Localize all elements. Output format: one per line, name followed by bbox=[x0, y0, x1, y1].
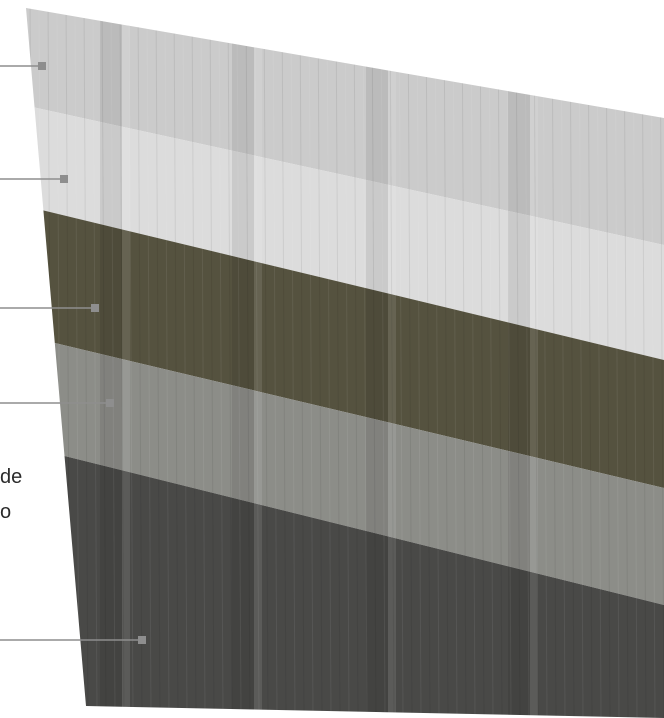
texture-line bbox=[317, 8, 323, 718]
grey-layer bbox=[26, 330, 664, 605]
callout-marker-olive-layer bbox=[91, 304, 99, 312]
callouts bbox=[0, 62, 146, 644]
texture-line bbox=[425, 8, 431, 718]
texture-line bbox=[146, 8, 152, 718]
texture-line bbox=[569, 8, 575, 718]
texture-line bbox=[137, 8, 143, 718]
caption-fragment: de bbox=[0, 466, 23, 488]
corrugation-ribs bbox=[100, 8, 538, 718]
callout-marker-base-layer bbox=[138, 636, 146, 644]
texture-line bbox=[416, 8, 422, 718]
panel-rib bbox=[100, 8, 122, 718]
second-light-layer bbox=[26, 100, 664, 360]
texture-line bbox=[506, 8, 512, 718]
texture-line bbox=[164, 8, 170, 718]
texture-line bbox=[272, 8, 278, 718]
texture-line bbox=[290, 8, 296, 718]
texture-line bbox=[83, 8, 89, 718]
texture-line bbox=[119, 8, 125, 718]
texture-line bbox=[281, 8, 287, 718]
texture-line bbox=[443, 8, 449, 718]
texture-line bbox=[299, 8, 305, 718]
texture-line bbox=[488, 8, 494, 718]
texture-line bbox=[92, 8, 98, 718]
dark-base-layer bbox=[26, 440, 664, 718]
callout-marker-grey-layer bbox=[106, 399, 114, 407]
texture-line bbox=[254, 8, 260, 718]
texture-line bbox=[551, 8, 557, 718]
texture-line bbox=[452, 8, 458, 718]
texture-line bbox=[596, 8, 602, 718]
texture-line bbox=[371, 8, 377, 718]
texture-line bbox=[614, 8, 620, 718]
texture-line bbox=[362, 8, 368, 718]
texture-line bbox=[227, 8, 233, 718]
callout-marker-top-layer bbox=[38, 62, 46, 70]
texture-line bbox=[236, 8, 242, 718]
texture-line bbox=[191, 8, 197, 718]
texture-line bbox=[335, 8, 341, 718]
panel-rib bbox=[122, 8, 130, 718]
texture-line bbox=[515, 8, 521, 718]
texture-line bbox=[587, 8, 593, 718]
texture-line bbox=[353, 8, 359, 718]
texture-line bbox=[578, 8, 584, 718]
texture-line bbox=[479, 8, 485, 718]
texture-line bbox=[434, 8, 440, 718]
texture-line bbox=[380, 8, 386, 718]
texture-line bbox=[650, 8, 656, 718]
texture-line bbox=[209, 8, 215, 718]
texture-line bbox=[155, 8, 161, 718]
texture-line bbox=[245, 8, 251, 718]
panel-rib bbox=[254, 8, 262, 718]
texture-line bbox=[461, 8, 467, 718]
texture-line bbox=[533, 8, 539, 718]
texture-line bbox=[389, 8, 395, 718]
texture-line bbox=[173, 8, 179, 718]
texture-line bbox=[344, 8, 350, 718]
texture-line bbox=[497, 8, 503, 718]
caption-fragment: o bbox=[0, 501, 12, 523]
texture-line bbox=[560, 8, 566, 718]
texture-line bbox=[308, 8, 314, 718]
texture-line bbox=[632, 8, 638, 718]
texture-line bbox=[101, 8, 107, 718]
texture-line bbox=[29, 8, 35, 718]
texture-line bbox=[623, 8, 629, 718]
texture-line bbox=[74, 8, 80, 718]
panel-rib bbox=[530, 8, 538, 718]
texture-line bbox=[326, 8, 332, 718]
texture-line bbox=[605, 8, 611, 718]
texture-line bbox=[542, 8, 548, 718]
texture-line bbox=[407, 8, 413, 718]
texture-line bbox=[470, 8, 476, 718]
panel-rib bbox=[508, 8, 530, 718]
texture-line bbox=[398, 8, 404, 718]
texture-line bbox=[524, 8, 530, 718]
texture-line bbox=[218, 8, 224, 718]
dark-olive-layer bbox=[26, 200, 664, 488]
texture-line bbox=[659, 8, 664, 718]
callout-marker-second-layer bbox=[60, 175, 68, 183]
panel-rib bbox=[388, 8, 396, 718]
texture-line bbox=[200, 8, 206, 718]
texture-line bbox=[182, 8, 188, 718]
panel-rib bbox=[232, 8, 254, 718]
texture-line bbox=[641, 8, 647, 718]
texture-line bbox=[128, 8, 134, 718]
panel-rib bbox=[366, 8, 388, 718]
texture-line bbox=[263, 8, 269, 718]
texture-line bbox=[110, 8, 116, 718]
